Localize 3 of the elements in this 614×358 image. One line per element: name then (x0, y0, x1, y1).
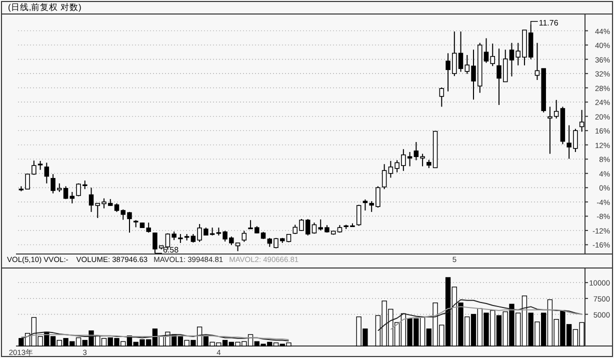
annotation: 6.58 (162, 245, 180, 254)
chart-title: (日线,前复权 对数) (8, 2, 82, 12)
annotation: 11.76 (538, 18, 559, 28)
